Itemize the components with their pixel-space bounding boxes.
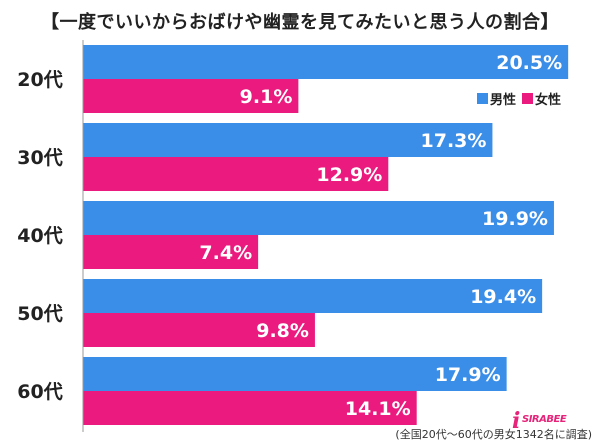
bar-male <box>83 201 554 235</box>
bar-male <box>83 123 493 157</box>
bar-female <box>83 313 315 347</box>
logo-mark-icon: i <box>512 408 521 434</box>
value-label-male: 19.9% <box>482 208 548 230</box>
sirabee-logo: i SIRABEE <box>512 402 567 434</box>
value-label-female: 9.8% <box>256 320 309 342</box>
value-label-male: 17.3% <box>421 130 487 152</box>
legend: 男性 女性 <box>475 88 564 109</box>
value-label-female: 7.4% <box>199 242 252 264</box>
category-label: 30代 <box>17 147 62 169</box>
legend-item-male: 男性 <box>477 89 516 108</box>
bar-female <box>83 79 299 113</box>
legend-label-male: 男性 <box>490 93 517 108</box>
logo-text: SIRABEE <box>522 414 567 425</box>
bar-male <box>83 357 507 391</box>
category-label: 40代 <box>17 225 62 247</box>
chart-title: 【一度でいいからおばけや幽霊を見てみたいと思う人の割合】 <box>41 12 559 33</box>
category-label: 60代 <box>17 381 62 403</box>
bar-male <box>83 45 569 79</box>
value-label-male: 20.5% <box>496 52 562 74</box>
legend-swatch-female <box>522 93 534 104</box>
category-label: 20代 <box>17 69 62 91</box>
legend-label-female: 女性 <box>535 93 562 108</box>
survey-note: (全国20代～60代の男女1342名に調査) <box>395 428 592 441</box>
legend-swatch-male <box>477 93 488 104</box>
legend-item-female: 女性 <box>522 89 561 108</box>
bar-female <box>83 235 259 269</box>
bar-female <box>83 157 389 191</box>
value-label-male: 19.4% <box>470 286 536 308</box>
value-label-female: 12.9% <box>316 164 382 186</box>
value-label-female: 14.1% <box>345 398 411 420</box>
bar-male <box>83 279 543 313</box>
value-label-female: 9.1% <box>240 86 293 108</box>
bar-female <box>83 391 417 425</box>
value-label-male: 17.9% <box>435 364 501 386</box>
category-label: 50代 <box>17 303 62 325</box>
